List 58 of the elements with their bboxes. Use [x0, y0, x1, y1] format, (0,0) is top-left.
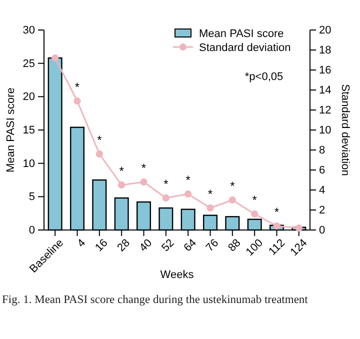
- annotation: *: [119, 164, 124, 178]
- y-tick-label: 5: [28, 191, 35, 204]
- point: [206, 204, 214, 212]
- point: [295, 224, 302, 232]
- legend-label: Standard deviation: [199, 42, 291, 54]
- y-tick-label: 25: [22, 58, 35, 70]
- y-tick-label: 15: [22, 124, 35, 137]
- annotation: *: [74, 80, 80, 94]
- point: [251, 210, 258, 218]
- y-tick-label: 20: [22, 91, 35, 104]
- annotation: *: [186, 173, 191, 187]
- x-tick-label: 28: [115, 237, 132, 254]
- x-tick-label: 100: [244, 237, 266, 258]
- y2-tick-label: 10: [319, 124, 332, 137]
- y-axis-title: Mean PASI score: [5, 88, 17, 172]
- y2-tick-label: 8: [319, 144, 326, 157]
- point: [140, 178, 148, 186]
- legend-label: Mean PASI score: [199, 28, 284, 40]
- annotation: *: [141, 161, 146, 175]
- y2-tick-label: 16: [319, 64, 332, 77]
- annotation: *: [164, 177, 169, 191]
- annotation: *: [208, 187, 213, 201]
- point: [118, 181, 126, 189]
- annotation: *: [252, 193, 258, 207]
- y-tick-label: 0: [28, 224, 35, 237]
- y2-axis-title: Standard deviation: [339, 84, 351, 176]
- x-tick-label: 64: [182, 237, 199, 254]
- annotation: *p<0,05: [244, 71, 284, 83]
- y2-tick-label: 2: [319, 204, 326, 217]
- y2-tick-label: 18: [319, 44, 332, 57]
- y-tick-label: 10: [22, 158, 35, 170]
- point: [74, 97, 81, 105]
- x-tick-label: 88: [226, 237, 244, 254]
- y2-tick-label: 0: [319, 224, 326, 237]
- x-tick-label: 52: [160, 237, 177, 254]
- x-axis-title: Weeks: [160, 269, 194, 281]
- point: [52, 54, 59, 62]
- x-tick-label: 4: [75, 237, 88, 250]
- y2-tick-label: 12: [319, 104, 332, 117]
- y2-tick-label: 14: [319, 84, 332, 97]
- y2-tick-label: 4: [319, 184, 326, 197]
- y-tick-label: 30: [22, 24, 35, 37]
- x-tick-label: 76: [204, 237, 222, 254]
- point: [228, 196, 236, 204]
- caption: Fig. 1. Mean PASI score change during the ustekinumab treatment: [2, 294, 309, 306]
- point: [273, 222, 280, 230]
- point: [162, 194, 170, 202]
- point: [184, 190, 192, 198]
- point: [96, 150, 103, 158]
- x-tick-label: 124: [288, 237, 310, 258]
- x-tick-label: 16: [93, 237, 110, 254]
- y2-tick-label: 20: [319, 24, 332, 37]
- y2-tick-label: 6: [319, 164, 326, 177]
- x-tick-label: 40: [137, 237, 155, 254]
- annotation: *: [230, 179, 236, 193]
- annotation: *: [97, 133, 102, 147]
- x-tick-label: 112: [266, 237, 288, 258]
- annotation: *: [274, 205, 280, 219]
